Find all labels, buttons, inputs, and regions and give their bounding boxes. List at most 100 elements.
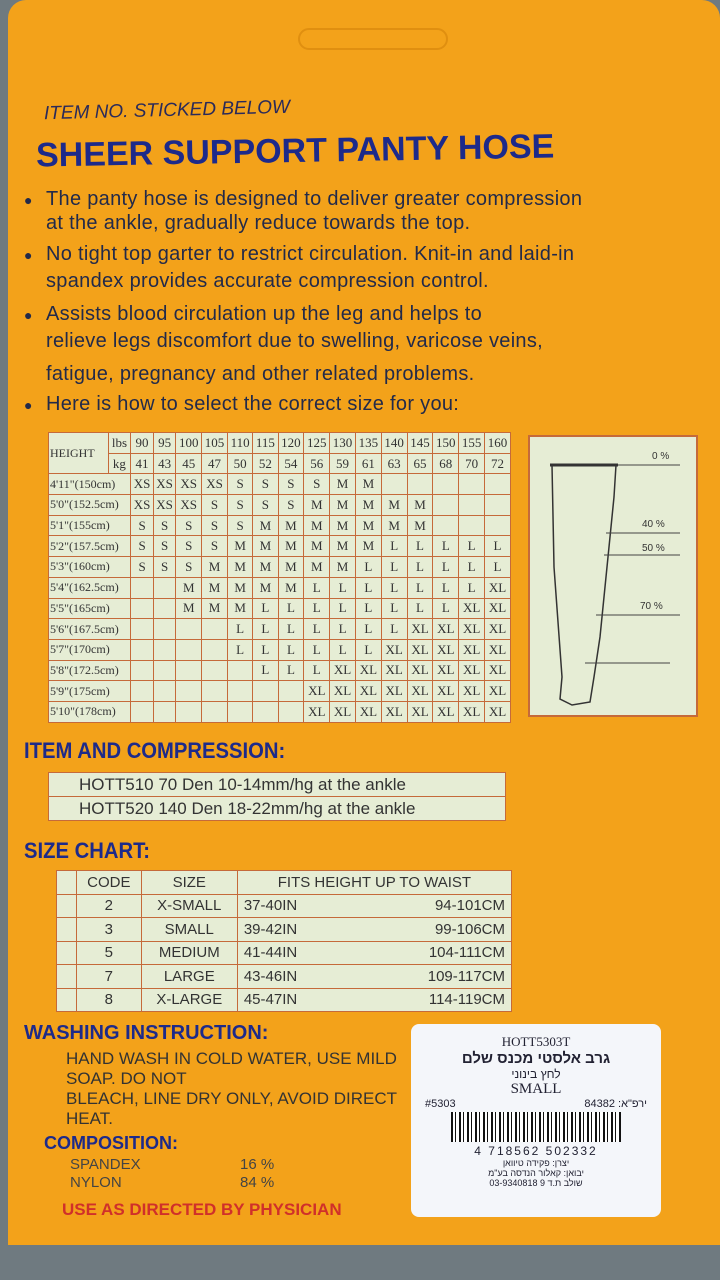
size-chart-cell: 43-46IN (236, 964, 352, 989)
size-cell: L (484, 556, 511, 578)
size-cell: M (380, 514, 408, 537)
size-cell: M (354, 535, 382, 558)
lbs-cell: 155 (458, 432, 486, 454)
size-cell (130, 659, 154, 682)
sticker-reg: ירפ"א: 84382 (584, 1098, 647, 1110)
table-row: 4'11"(150cm) XS XS XS XS S S S S M M (47, 473, 511, 496)
size-cell: M (406, 514, 434, 537)
size-cell: M (201, 597, 228, 620)
size-cell (252, 700, 279, 723)
size-cell: L (226, 618, 254, 640)
height-cell: 5'0"(152.5cm) (47, 494, 132, 516)
blank-cell (56, 987, 77, 1012)
sticker-hebrew: יצרן: פקידה טיוואן (502, 1158, 570, 1168)
physician-note: USE AS DIRECTED BY PHYSICIAN (62, 1200, 342, 1219)
col-header: SIZE (140, 870, 238, 895)
table-row: 5'9"(175cm) XL XL XL XL XL XL XL XL (47, 680, 511, 702)
size-cell: L (432, 576, 460, 599)
size-cell: L (303, 659, 331, 682)
size-cell: XL (458, 680, 486, 702)
composition-pct: 16 % (240, 1156, 275, 1173)
size-chart-cell: 99-106CM (351, 917, 512, 942)
kg-cell: 65 (406, 452, 434, 475)
feature-line: Assists blood circulation up the leg and… (46, 303, 483, 325)
size-chart-cell: 8 (76, 987, 142, 1012)
size-cell: XL (354, 700, 382, 723)
size-cell: L (329, 576, 356, 599)
level-40: 40 % (642, 519, 665, 530)
size-chart-cell: 109-117CM (351, 964, 512, 989)
size-chart-cell: MEDIUM (140, 940, 238, 965)
size-cell (484, 514, 511, 537)
height-cell: 4'11"(150cm) (47, 473, 132, 496)
size-cell: M (303, 514, 331, 537)
product-title: SHEER SUPPORT PANTY HOSE (35, 127, 555, 175)
size-cell (130, 638, 154, 661)
size-cell (152, 680, 177, 702)
size-chart-cell: X-SMALL (140, 893, 238, 918)
compression-row: HOTT510 70 Den 10-14mm/hg at the ankle (48, 772, 506, 797)
height-cell: 5'8"(172.5cm) (47, 659, 132, 682)
table-row: 5'8"(172.5cm) L L L XL XL XL XL XL XL XL (47, 659, 511, 682)
sticker-size: SMALL (510, 1081, 562, 1097)
size-cell: S (303, 473, 331, 496)
size-cell: M (380, 494, 408, 516)
feature-line: relieve legs discomfort due to swelling,… (46, 330, 544, 352)
size-cell: S (252, 494, 279, 516)
size-cell: XL (380, 659, 408, 682)
size-cell: M (175, 597, 203, 620)
size-chart-cell: 2 (76, 893, 142, 918)
size-cell: S (201, 494, 228, 516)
compression-title: ITEM AND COMPRESSION: (24, 738, 286, 763)
size-cell: L (329, 618, 356, 640)
blank-cell (56, 893, 77, 918)
size-cell: L (277, 659, 305, 682)
lbs-cell: 110 (226, 432, 254, 454)
height-cell: 5'7"(170cm) (47, 638, 132, 661)
size-cell: XL (458, 700, 486, 723)
sticker-hebrew: שולב ת.ד 9 03-9340818 (489, 1178, 583, 1188)
leg-compression-diagram: 0 % 40 % 50 % 70 % (528, 435, 698, 717)
size-cell: L (458, 535, 486, 558)
height-cell: 5'3"(160cm) (47, 556, 132, 578)
size-cell: XL (484, 597, 511, 620)
kg-cell: 43 (152, 452, 177, 475)
bullet-icon: ● (24, 247, 33, 263)
size-cell (201, 680, 228, 702)
size-cell: L (354, 556, 382, 578)
size-cell: L (329, 597, 356, 620)
size-cell (458, 494, 486, 516)
size-cell: L (329, 638, 356, 661)
size-cell (432, 494, 460, 516)
size-cell: XS (130, 473, 154, 496)
size-cell (201, 700, 228, 723)
lbs-cell: 140 (380, 432, 408, 454)
size-cell: XL (458, 638, 486, 661)
table-row: 5'0"(152.5cm) XS XS XS S S S S M M M M M (47, 494, 511, 516)
table-row: 5 MEDIUM 41-44IN 104-111CM (56, 940, 512, 965)
size-cell: S (130, 535, 154, 558)
table-row: 5'4"(162.5cm) M M M M M L L L L L L L XL (47, 576, 511, 599)
blank-cell (56, 917, 77, 942)
size-cell: XL (406, 638, 434, 661)
size-cell (201, 659, 228, 682)
size-chart-cell: 3 (76, 917, 142, 942)
size-cell: XL (380, 700, 408, 723)
lbs-cell: 135 (354, 432, 382, 454)
lbs-cell: 100 (175, 432, 203, 454)
size-cell: XS (152, 494, 177, 516)
size-cell (130, 576, 154, 599)
size-cell (175, 659, 203, 682)
size-cell: S (201, 514, 228, 537)
size-chart-cell: 5 (76, 940, 142, 965)
size-chart-cell: 37-40IN (236, 893, 352, 918)
size-chart-cell: LARGE (140, 964, 238, 989)
size-cell: XL (303, 700, 331, 723)
size-cell: M (329, 556, 356, 578)
table-row: 8 X-LARGE 45-47IN 114-119CM (56, 987, 512, 1012)
size-cell: L (406, 556, 434, 578)
size-cell: XL (303, 680, 331, 702)
size-cell (226, 680, 254, 702)
size-cell: L (252, 659, 279, 682)
size-chart-table: CODE SIZE FITS HEIGHT UP TO WAIST 2 X-SMALL 3… (56, 870, 513, 1012)
